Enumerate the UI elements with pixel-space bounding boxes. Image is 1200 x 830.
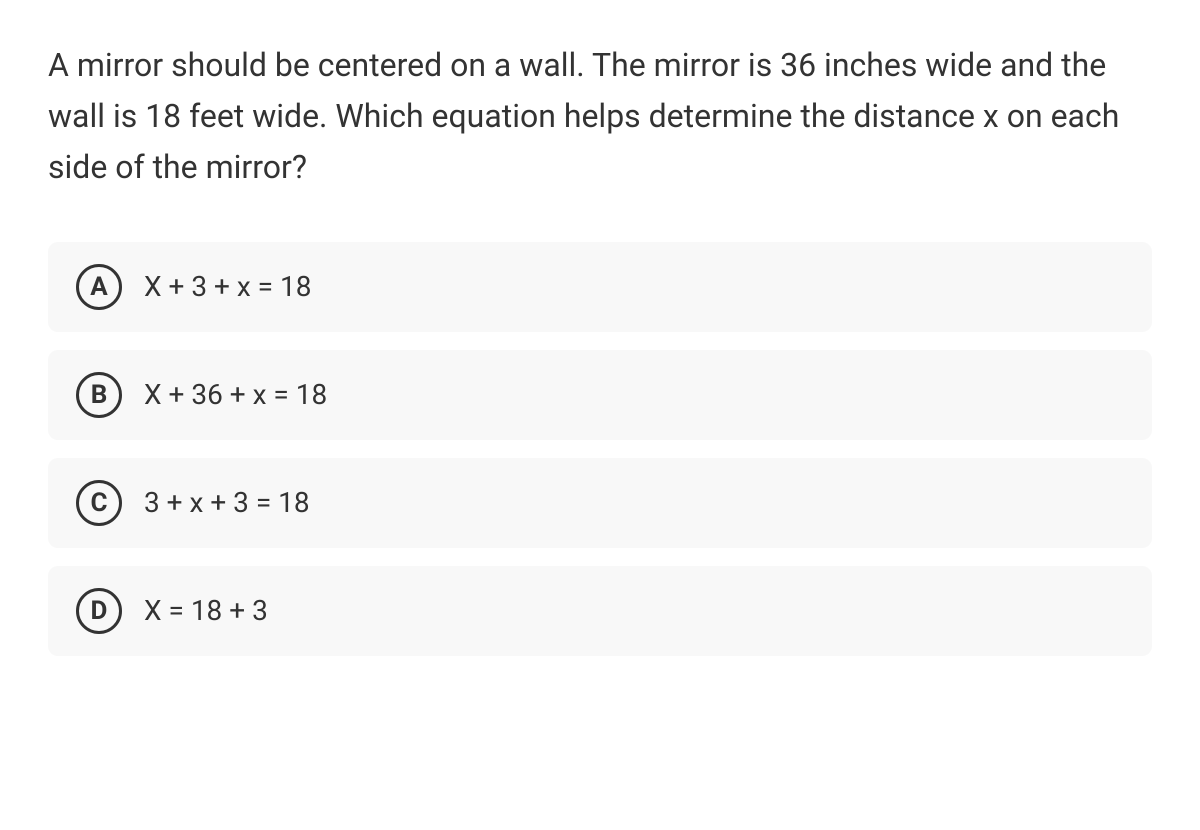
question-text: A mirror should be centered on a wall. T… [48,40,1152,194]
option-text-c: 3 + x + 3 = 18 [144,486,310,519]
option-text-a: X + 3 + x = 18 [144,270,311,303]
option-letter-b: B [76,372,122,418]
option-letter-c: C [76,480,122,526]
option-text-d: X = 18 + 3 [144,594,268,627]
option-letter-a: A [76,264,122,310]
option-letter-d: D [76,588,122,634]
option-a[interactable]: A X + 3 + x = 18 [48,242,1152,332]
option-c[interactable]: C 3 + x + 3 = 18 [48,458,1152,548]
option-d[interactable]: D X = 18 + 3 [48,566,1152,656]
option-text-b: X + 36 + x = 18 [144,378,327,411]
option-b[interactable]: B X + 36 + x = 18 [48,350,1152,440]
options-list: A X + 3 + x = 18 B X + 36 + x = 18 C 3 +… [48,242,1152,656]
